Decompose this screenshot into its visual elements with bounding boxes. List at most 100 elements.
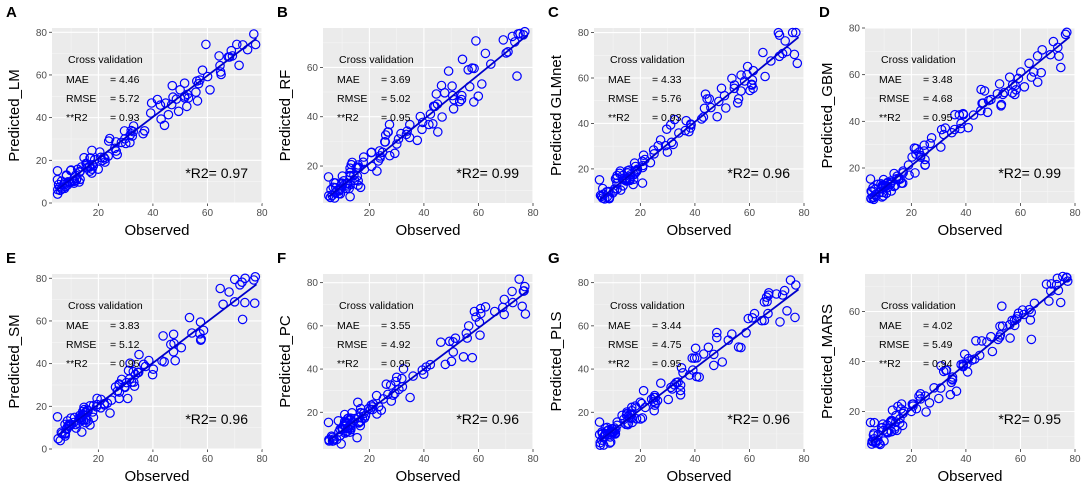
data-point	[128, 366, 139, 377]
data-point	[774, 30, 785, 40]
data-point	[745, 85, 755, 96]
y-tick-label: 80	[307, 278, 319, 289]
data-point	[240, 273, 250, 284]
mae-label: MAE	[337, 320, 360, 332]
r2-value: = 0.95	[923, 112, 953, 124]
data-point	[111, 146, 121, 156]
data-point	[956, 118, 966, 129]
data-point	[787, 27, 798, 38]
data-point	[780, 36, 790, 46]
data-point	[167, 80, 178, 91]
scatter-plot-a: A 20 40 60 80 0 20 40 60 80 Cross validation MAE = 4…	[6, 4, 268, 239]
x-tick-label: 20	[93, 208, 105, 219]
data-point	[237, 314, 248, 325]
data-point	[865, 174, 876, 184]
scatter-plot-c: C 20 40 60 80 20 40 60 80 Cross validation MAE = 4.…	[548, 4, 810, 239]
data-point	[638, 385, 649, 396]
data-point	[471, 312, 481, 322]
y-tick-label: 40	[578, 119, 590, 130]
data-point	[1058, 271, 1068, 282]
cv-title: Cross validation	[339, 300, 414, 312]
x-tick-label: 80	[1069, 208, 1081, 219]
data-point	[865, 417, 876, 428]
data-point	[443, 66, 454, 76]
data-point	[1054, 51, 1064, 61]
data-point	[919, 140, 930, 150]
data-point	[971, 336, 981, 346]
data-point	[415, 111, 426, 122]
data-point	[417, 117, 428, 128]
data-point	[785, 275, 796, 285]
data-point	[88, 412, 99, 423]
data-point	[93, 164, 103, 174]
data-point	[995, 321, 1005, 332]
data-point	[61, 423, 72, 434]
x-tick-label: 60	[202, 208, 214, 219]
rmse-value: = 5.02	[381, 93, 411, 105]
data-point	[469, 306, 480, 317]
mae-label: MAE	[879, 320, 902, 332]
y-tick-label: 60	[307, 63, 319, 74]
cv-title: Cross validation	[68, 54, 143, 66]
x-tick-label: 40	[147, 454, 159, 465]
r2-label: **R2	[608, 358, 630, 370]
data-point	[721, 103, 731, 113]
data-point	[512, 71, 522, 81]
data-point	[405, 119, 415, 130]
data-point	[892, 171, 902, 181]
data-point	[594, 175, 605, 185]
data-point	[175, 85, 185, 95]
data-point	[85, 153, 96, 163]
x-tick-label: 60	[202, 454, 214, 465]
data-point	[156, 114, 166, 124]
data-point	[1026, 72, 1037, 82]
data-point	[1024, 58, 1034, 69]
y-tick-label: 40	[36, 359, 48, 370]
data-point	[920, 391, 930, 401]
r2-label: **R2	[66, 112, 88, 124]
data-point	[83, 406, 93, 416]
data-point	[433, 127, 443, 137]
data-point	[77, 427, 87, 437]
data-point	[694, 372, 704, 382]
x-tick-label: 20	[635, 454, 647, 465]
x-tick-label: 80	[1069, 454, 1081, 465]
y-tick-label: 80	[578, 278, 590, 289]
mae-value: = 3.69	[381, 74, 411, 86]
data-point	[703, 342, 714, 353]
data-point	[517, 301, 527, 312]
data-point	[463, 65, 473, 75]
data-point	[637, 413, 648, 423]
data-point	[446, 356, 457, 367]
data-point	[1029, 67, 1039, 77]
data-point	[977, 336, 987, 346]
data-point	[934, 393, 944, 404]
data-point	[250, 39, 261, 50]
x-tick-label: 20	[93, 454, 105, 465]
data-point	[384, 150, 395, 161]
data-point	[669, 114, 680, 125]
data-point	[709, 349, 719, 360]
data-point	[170, 355, 180, 366]
x-tick-label: 80	[527, 208, 539, 219]
data-point	[375, 151, 385, 161]
data-point	[1036, 67, 1046, 78]
data-point	[924, 398, 935, 408]
y-tick-label: 40	[578, 365, 590, 376]
panel-letter: H	[819, 250, 830, 267]
data-point	[139, 126, 150, 136]
data-point	[700, 89, 711, 99]
data-point	[911, 149, 921, 159]
data-point	[1041, 279, 1052, 289]
data-point	[473, 91, 484, 101]
data-point	[733, 342, 744, 352]
data-point	[398, 364, 409, 374]
data-point	[622, 408, 632, 419]
data-point	[994, 79, 1005, 89]
cv-title: Cross validation	[881, 300, 956, 312]
data-point	[507, 31, 518, 42]
data-point	[727, 73, 737, 84]
y-axis-title: Predicted_GBM	[819, 63, 836, 169]
x-tick-label: 80	[256, 208, 268, 219]
y-axis-title: Predicted_PC	[277, 315, 294, 408]
